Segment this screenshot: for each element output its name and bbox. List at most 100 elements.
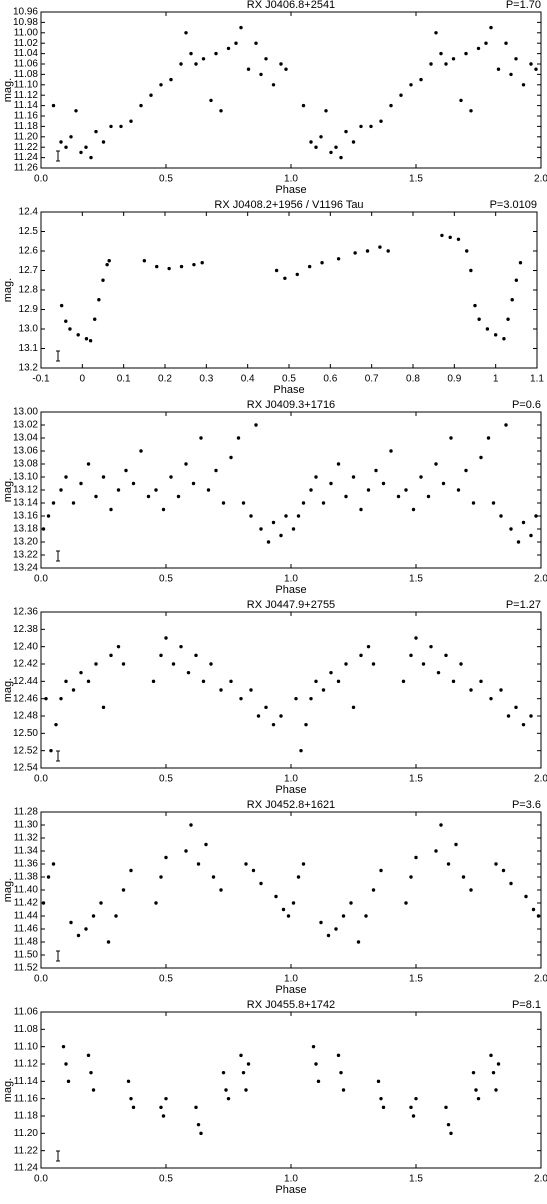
data-point (294, 696, 298, 701)
x-tick-label: 0.5 (159, 174, 173, 185)
data-point (341, 914, 346, 918)
data-point (439, 51, 443, 56)
data-point (119, 124, 123, 129)
data-point (101, 140, 106, 144)
data-point (241, 1070, 246, 1075)
x-tick-label: 1.0 (284, 574, 298, 585)
x-axis-label: Phase (275, 784, 306, 796)
y-tick-label: 11.30 (14, 820, 39, 831)
data-point (51, 862, 56, 866)
data-point (84, 927, 88, 931)
y-tick-label: 13.2 (19, 363, 39, 374)
x-tick-label: 2.0 (534, 574, 547, 585)
data-point (97, 298, 101, 302)
data-point (464, 51, 468, 56)
data-point (186, 670, 191, 675)
x-axis-label: Phase (275, 584, 306, 596)
data-point (476, 46, 481, 51)
y-tick-label: 12.9 (19, 304, 39, 315)
data-point (506, 714, 511, 718)
data-point (489, 696, 493, 701)
data-point (221, 1070, 226, 1075)
data-point (366, 644, 371, 649)
data-point (459, 662, 463, 666)
data-point (456, 237, 461, 241)
data-point (296, 514, 301, 518)
data-point (256, 714, 261, 718)
data-point (366, 488, 371, 492)
x-tick-label: 1.0 (284, 774, 298, 785)
data-point (279, 533, 283, 538)
y-tick-label: 11.24 (14, 152, 39, 163)
x-tick-label: 0.9 (447, 374, 461, 385)
data-point (88, 339, 93, 343)
data-point (494, 1088, 498, 1092)
data-point (105, 262, 109, 267)
data-point (521, 722, 526, 727)
data-point (101, 475, 106, 479)
data-point (74, 109, 78, 113)
data-point (351, 140, 356, 144)
data-point (219, 109, 223, 113)
y-tick-label: 11.08 (14, 69, 39, 80)
data-point (274, 894, 278, 899)
data-point (469, 688, 473, 692)
data-point (411, 1114, 416, 1118)
data-point (204, 842, 208, 847)
data-point (264, 705, 268, 710)
data-point (196, 862, 201, 866)
data-point (304, 722, 308, 727)
y-tick-label: 12.46 (13, 693, 38, 704)
y-tick-label: 12.50 (13, 728, 38, 739)
data-point (314, 1062, 318, 1066)
data-point (465, 249, 469, 253)
period-label: P=8.1 (512, 999, 541, 1011)
data-point (154, 488, 158, 492)
y-tick-label: 10.96 (13, 7, 38, 18)
data-point (441, 481, 446, 486)
data-point (254, 423, 258, 427)
data-point (464, 468, 468, 473)
data-point (171, 662, 176, 666)
x-tick-label: 0.5 (159, 774, 173, 785)
data-point (529, 62, 533, 66)
x-tick-label: 0.3 (199, 374, 213, 385)
data-point (64, 145, 68, 149)
data-point (271, 722, 276, 727)
data-point (155, 264, 159, 269)
x-tick-label: -0.1 (32, 374, 50, 385)
error-bar-glyph (56, 950, 60, 962)
data-point (493, 333, 498, 337)
data-point (236, 436, 241, 440)
y-axis-label: mag. (2, 678, 14, 702)
data-point (301, 501, 306, 505)
error-bar-glyph (56, 1150, 60, 1162)
data-point (309, 488, 313, 492)
y-tick-label: 11.02 (14, 38, 39, 49)
data-point (176, 494, 181, 499)
data-point (364, 914, 368, 918)
y-tick-label: 11.20 (14, 1128, 39, 1139)
y-tick-label: 11.16 (14, 1093, 39, 1104)
data-point (389, 103, 393, 108)
data-point (224, 1088, 228, 1092)
data-point (496, 1062, 501, 1066)
data-point (194, 653, 198, 658)
data-point (76, 333, 80, 337)
data-point (404, 901, 408, 905)
data-point (86, 462, 91, 466)
data-point (491, 501, 496, 505)
data-point (244, 862, 248, 866)
x-tick-label: 0.5 (159, 574, 173, 585)
data-point (179, 264, 184, 269)
data-point (314, 679, 318, 684)
period-label: P=1.70 (506, 0, 541, 11)
data-point (71, 688, 76, 692)
data-point (469, 268, 473, 273)
data-point (229, 455, 233, 460)
data-point (139, 103, 143, 108)
y-tick-label: 12.36 (13, 607, 38, 618)
data-point (129, 868, 133, 873)
y-tick-label: 11.20 (14, 131, 39, 142)
y-tick-label: 11.50 (14, 950, 39, 961)
